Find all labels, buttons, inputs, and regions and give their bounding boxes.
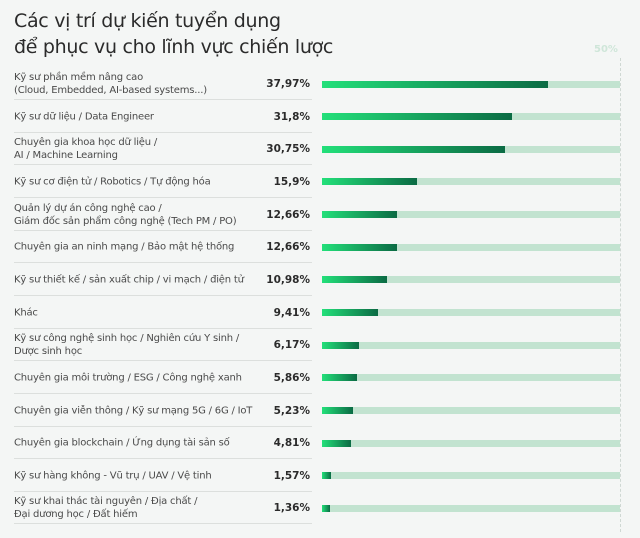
category-label: Kỹ sư công nghệ sinh học / Nghiên cứu Y …	[14, 333, 240, 358]
value-label: 4,81%	[273, 437, 310, 450]
category-label: Chuyên gia khoa học dữ liệu / AI / Machi…	[14, 137, 158, 162]
bar	[322, 145, 506, 153]
bar-row: Chuyên gia khoa học dữ liệu / AI / Machi…	[14, 133, 620, 166]
category-label: Kỹ sư thiết kế / sản xuất chip / vi mạch…	[14, 274, 244, 286]
category-label: Chuyên gia môi trường / ESG / Công nghệ …	[14, 372, 242, 384]
value-label: 10,98%	[266, 273, 310, 286]
row-divider	[14, 131, 312, 133]
bar-track	[322, 145, 620, 153]
chart-title: Các vị trí dự kiến tuyển dụng để phục vụ…	[14, 8, 333, 60]
bar-row: Kỹ sư cơ điện tử / Robotics / Tự động hó…	[14, 166, 620, 198]
bar	[322, 472, 332, 480]
bar	[322, 113, 512, 121]
bar-track	[322, 80, 620, 88]
chart-title-line-2: để phục vụ cho lĩnh vực chiến lược	[14, 36, 334, 58]
value-label: 37,97%	[266, 78, 310, 90]
bar	[322, 309, 379, 317]
bar	[322, 276, 388, 284]
bar-row: Chuyên gia môi trường / ESG / Công nghệ …	[14, 362, 620, 394]
bar-row: Kỹ sư dữ liệu / Data Engineer 31,8%	[14, 101, 620, 133]
value-label: 5,86%	[273, 371, 310, 384]
bar-row: Kỹ sư phần mềm nâng cao (Cloud, Embedded…	[14, 68, 620, 100]
row-divider	[14, 99, 312, 100]
bar-row: Khác 9,41%	[14, 297, 620, 329]
category-label: Chuyên gia an ninh mạng / Bảo mật hệ thố…	[14, 241, 235, 253]
value-label: 1,57%	[273, 469, 310, 482]
bar-track	[322, 374, 620, 382]
bar	[322, 211, 398, 219]
bar	[322, 80, 549, 88]
bar	[322, 374, 357, 382]
bar-track	[322, 211, 620, 219]
value-label: 6,17%	[273, 339, 310, 352]
bar-row: Kỹ sư công nghệ sinh học / Nghiên cứu Y …	[14, 329, 620, 362]
bar-track	[322, 472, 620, 480]
chart-title-line-1: Các vị trí dự kiến tuyển dụng	[14, 10, 281, 32]
row-divider	[14, 229, 312, 231]
category-label: Kỹ sư khai thác tài nguyên / Địa chất / …	[14, 496, 198, 521]
bar	[322, 243, 398, 251]
bar-row: Kỹ sư thiết kế / sản xuất chip / vi mạch…	[14, 264, 620, 296]
category-label: Kỹ sư phần mềm nâng cao (Cloud, Embedded…	[14, 72, 207, 96]
bar-track	[322, 276, 620, 284]
bar-track	[322, 504, 620, 512]
value-label: 15,9%	[273, 175, 310, 188]
bar-track	[322, 341, 620, 349]
row-divider	[14, 392, 312, 394]
bar-row: Quản lý dự án công nghệ cao / Giám đốc s…	[14, 199, 620, 231]
row-divider	[14, 164, 312, 166]
bar-row: Chuyên gia blockchain / Ứng dụng tài sản…	[14, 427, 620, 460]
value-label: 12,66%	[266, 208, 310, 221]
category-label: Kỹ sư hàng không - Vũ trụ / UAV / Vệ tin…	[14, 470, 212, 482]
row-divider	[14, 294, 312, 296]
row-divider	[14, 262, 312, 264]
value-label: 9,41%	[273, 306, 310, 319]
bar-row: Chuyên gia an ninh mạng / Bảo mật hệ thố…	[14, 231, 620, 264]
bar-row: Kỹ sư khai thác tài nguyên / Địa chất / …	[14, 492, 620, 525]
bar-track	[322, 407, 620, 414]
bar-row: Kỹ sư hàng không - Vũ trụ / UAV / Vệ tin…	[14, 460, 620, 492]
bar-track	[322, 113, 620, 121]
row-divider	[14, 490, 312, 492]
row-divider	[14, 425, 312, 427]
category-label: Kỹ sư dữ liệu / Data Engineer	[14, 111, 154, 123]
category-label: Kỹ sư cơ điện tử / Robotics / Tự động hó…	[14, 176, 211, 188]
value-label: 12,66%	[266, 241, 310, 254]
bar-row: Chuyên gia viễn thông / Kỹ sư mạng 5G / …	[14, 395, 620, 427]
bar	[322, 341, 359, 349]
bar-track	[322, 439, 620, 447]
axis-max-label: 50%	[594, 44, 618, 55]
category-label: Chuyên gia blockchain / Ứng dụng tài sản…	[14, 437, 230, 449]
bar	[322, 407, 354, 414]
bar-track	[322, 178, 620, 186]
bar-track	[322, 243, 620, 251]
category-label: Chuyên gia viễn thông / Kỹ sư mạng 5G / …	[14, 405, 253, 416]
row-divider	[14, 327, 312, 329]
bar	[322, 439, 351, 447]
bar	[322, 178, 417, 186]
row-divider	[14, 360, 312, 362]
max-reference-line	[620, 58, 621, 532]
value-label: 1,36%	[273, 502, 310, 515]
row-divider	[14, 196, 312, 198]
row-divider	[14, 458, 312, 460]
value-label: 30,75%	[266, 143, 310, 156]
bar	[322, 504, 331, 512]
category-label: Khác	[14, 307, 38, 319]
row-divider	[14, 523, 312, 525]
value-label: 31,8%	[273, 110, 310, 123]
category-label: Quản lý dự án công nghệ cao / Giám đốc s…	[14, 202, 237, 227]
value-label: 5,23%	[273, 404, 310, 417]
bar-track	[322, 309, 620, 317]
